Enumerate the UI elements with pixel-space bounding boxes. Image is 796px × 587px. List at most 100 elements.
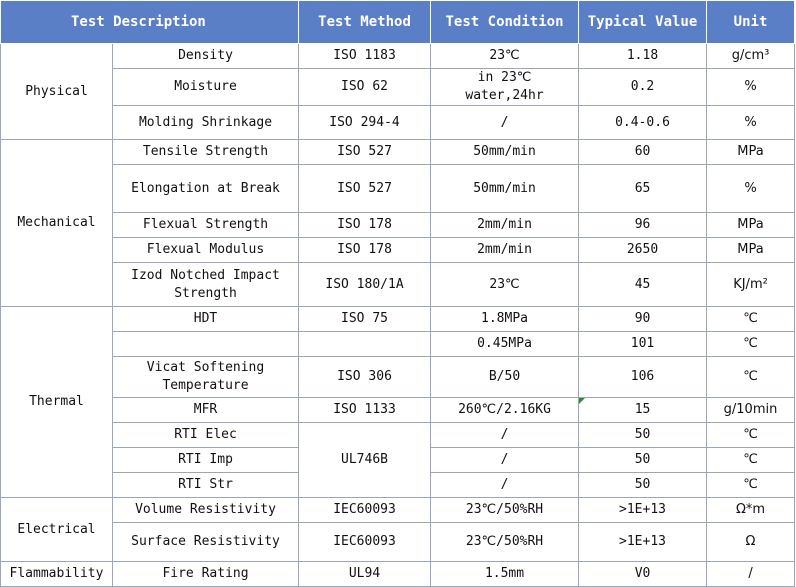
condition-cell: 260℃/2.16KG xyxy=(430,397,580,423)
condition-cell: / xyxy=(430,472,580,498)
table-row: Physical Density ISO 1183 23℃ 1.18 g/cm³ xyxy=(0,43,796,140)
item-cell: Elongation at Break xyxy=(111,164,300,213)
value-cell: 15 xyxy=(578,397,708,423)
condition-cell: 2mm/min xyxy=(430,237,580,263)
item-cell: Flexual Modulus xyxy=(111,237,300,263)
group-physical: Physical xyxy=(0,43,113,140)
table-row: Mechanical Tensile Strength ISO 527 50mm… xyxy=(0,139,796,307)
unit-cell: KJ/m² xyxy=(706,262,796,307)
method-cell: ISO 1183 xyxy=(298,43,432,69)
table-row: RTI Elec UL746B / 50 ℃ xyxy=(1,422,796,498)
header-row: Test Description Test Method Test Condit… xyxy=(0,0,796,44)
table-row: Electrical Volume Resistivity IEC60093 2… xyxy=(0,497,796,562)
method-cell: IEC60093 xyxy=(298,522,432,562)
table-row: Izod Notched Impact Strength ISO 180/1A … xyxy=(1,262,796,307)
method-cell: ISO 180/1A xyxy=(298,262,432,307)
table-row: Flexual Strength ISO 178 2mm/min 96 MPa xyxy=(1,212,796,238)
value-cell: 45 xyxy=(578,262,708,307)
table-row: Surface Resistivity IEC60093 23℃/50%RH >… xyxy=(1,522,796,562)
method-cell: ISO 62 xyxy=(298,68,432,106)
unit-cell: MPa xyxy=(706,139,796,165)
condition-cell: 23℃/50%RH xyxy=(430,497,580,523)
unit-cell: ℃ xyxy=(706,331,796,357)
method-cell: ISO 294-4 xyxy=(298,105,432,140)
condition-cell: 50mm/min xyxy=(430,164,580,213)
unit-cell: ℃ xyxy=(706,447,796,473)
item-cell: HDT xyxy=(111,306,300,332)
method-cell: ISO 1133 xyxy=(298,397,432,423)
unit-cell: ℃ xyxy=(706,472,796,498)
condition-cell: 23℃ xyxy=(430,262,580,307)
value-cell: 0.4-0.6 xyxy=(578,105,708,140)
item-cell: Vicat Softening Temperature xyxy=(111,356,300,398)
value-cell: 2650 xyxy=(578,237,708,263)
header-test-condition: Test Condition xyxy=(430,0,580,44)
condition-cell: / xyxy=(430,105,580,140)
value-cell: 65 xyxy=(578,164,708,213)
item-cell: MFR xyxy=(111,397,300,423)
value-cell: 50 xyxy=(578,422,708,448)
method-cell: ISO 178 xyxy=(298,212,432,238)
item-cell: Surface Resistivity xyxy=(111,522,300,562)
table-row: Vicat Softening Temperature ISO 306 B/50… xyxy=(1,356,796,398)
item-cell: Volume Resistivity xyxy=(111,497,300,523)
unit-cell: % xyxy=(706,105,796,140)
unit-cell: MPa xyxy=(706,212,796,238)
group-mechanical: Mechanical xyxy=(0,139,113,307)
value-cell: >1E+13 xyxy=(578,497,708,523)
table-row: Moisture ISO 62 in 23℃ water,24hr 0.2 % xyxy=(1,68,796,106)
table-row: Flammability Fire Rating UL94 1.5mm V0 / xyxy=(0,561,796,587)
unit-cell: g/10min xyxy=(706,397,796,423)
table-row: MFR ISO 1133 260℃/2.16KG 15 g/10min xyxy=(1,397,796,423)
unit-cell: ℃ xyxy=(706,422,796,448)
value-cell: 1.18 xyxy=(578,43,708,69)
value-cell: 60 xyxy=(578,139,708,165)
value-cell: 96 xyxy=(578,212,708,238)
condition-cell: 1.5mm xyxy=(430,561,580,587)
condition-cell: / xyxy=(430,447,580,473)
item-cell: RTI Str xyxy=(111,472,300,498)
condition-cell: in 23℃ water,24hr xyxy=(430,68,580,106)
item-cell: Moisture xyxy=(111,68,300,106)
method-cell: ISO 527 xyxy=(298,139,432,165)
method-cell: UL746B xyxy=(298,422,432,498)
condition-cell: 1.8MPa xyxy=(430,306,580,332)
condition-cell: 2mm/min xyxy=(430,212,580,238)
group-thermal: Thermal xyxy=(0,306,113,498)
condition-cell: 50mm/min xyxy=(430,139,580,165)
unit-cell: Ω xyxy=(706,522,796,562)
unit-cell: ℃ xyxy=(706,356,796,398)
method-cell: IEC60093 xyxy=(298,497,432,523)
item-cell: Izod Notched Impact Strength xyxy=(111,262,300,307)
unit-cell: Ω*m xyxy=(706,497,796,523)
value-cell: 50 xyxy=(578,472,708,498)
header-typical-value: Typical Value xyxy=(578,0,708,44)
value-cell: 90 xyxy=(578,306,708,332)
item-cell: Tensile Strength xyxy=(111,139,300,165)
unit-cell: MPa xyxy=(706,237,796,263)
item-cell: RTI Imp xyxy=(111,447,300,473)
item-cell: Density xyxy=(111,43,300,69)
item-cell: Molding Shrinkage xyxy=(111,105,300,140)
value-cell: 50 xyxy=(578,447,708,473)
condition-cell: B/50 xyxy=(430,356,580,398)
method-cell xyxy=(298,331,432,357)
header-test-description: Test Description xyxy=(0,0,300,44)
condition-cell: / xyxy=(430,422,580,448)
item-cell: Fire Rating xyxy=(111,561,300,587)
condition-cell: 23℃ xyxy=(430,43,580,69)
item-cell: RTI Elec xyxy=(111,422,300,448)
unit-cell: g/cm³ xyxy=(706,43,796,69)
unit-cell: % xyxy=(706,164,796,213)
condition-cell: 0.45MPa xyxy=(430,331,580,357)
table-row: Elongation at Break ISO 527 50mm/min 65 … xyxy=(1,164,796,213)
table-row: Flexual Modulus ISO 178 2mm/min 2650 MPa xyxy=(1,237,796,263)
group-flammability: Flammability xyxy=(0,561,113,587)
method-cell: UL94 xyxy=(298,561,432,587)
value-cell: 106 xyxy=(578,356,708,398)
unit-cell: ℃ xyxy=(706,306,796,332)
table-row: 0.45MPa 101 ℃ xyxy=(1,331,796,357)
method-cell: ISO 75 xyxy=(298,306,432,332)
method-cell: ISO 306 xyxy=(298,356,432,398)
